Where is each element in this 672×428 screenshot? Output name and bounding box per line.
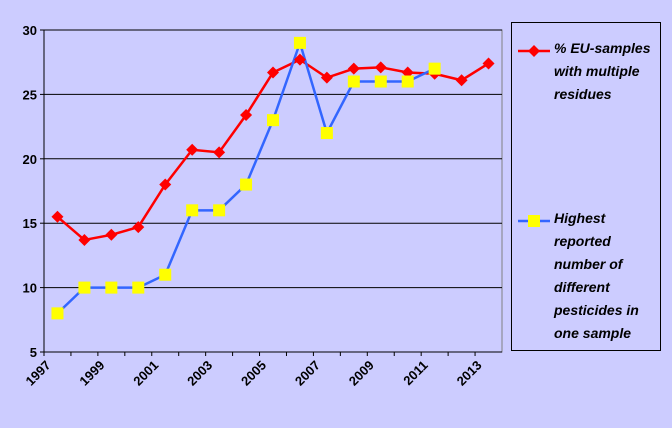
marker xyxy=(132,221,145,234)
marker xyxy=(267,66,279,79)
marker xyxy=(428,62,441,75)
marker xyxy=(78,233,91,246)
legend-swatch xyxy=(518,45,550,57)
marker xyxy=(401,66,414,79)
x-tick-label: 2005 xyxy=(238,358,269,389)
y-tick-label: 10 xyxy=(23,281,37,296)
x-tick-label: 2009 xyxy=(346,358,377,389)
marker xyxy=(374,75,387,88)
marker xyxy=(482,57,495,70)
y-tick-label: 15 xyxy=(23,216,37,231)
marker xyxy=(240,109,253,122)
marker xyxy=(132,281,145,294)
x-tick-label: 2013 xyxy=(454,358,485,389)
x-tick-label: 1997 xyxy=(23,358,54,389)
marker xyxy=(401,75,414,88)
legend-marker xyxy=(528,45,540,57)
x-tick-label: 2011 xyxy=(400,358,431,389)
marker xyxy=(347,62,360,75)
plot-area xyxy=(43,29,503,353)
marker xyxy=(267,114,279,127)
y-tick-label: 5 xyxy=(30,345,37,360)
y-tick-label: 20 xyxy=(23,152,37,167)
legend-swatch xyxy=(518,215,550,227)
marker xyxy=(159,178,172,191)
x-tick-label: 2007 xyxy=(292,358,323,389)
marker xyxy=(213,204,226,217)
marker xyxy=(186,204,199,217)
y-tick-label: 25 xyxy=(23,87,37,102)
legend-marker xyxy=(528,215,540,227)
marker xyxy=(347,75,360,88)
x-tick-label: 1999 xyxy=(76,358,107,389)
marker xyxy=(320,127,333,140)
x-tick-label: 2003 xyxy=(184,358,215,389)
marker xyxy=(105,281,118,294)
legend-label: % EU-samples with multiple residues xyxy=(554,40,651,102)
legend: % EU-samples with multiple residues Highe… xyxy=(511,22,661,351)
marker xyxy=(78,281,91,294)
marker xyxy=(455,74,468,87)
marker xyxy=(240,178,253,191)
marker xyxy=(159,268,172,281)
marker xyxy=(320,71,333,84)
x-tick-label: 2001 xyxy=(130,358,161,389)
marker xyxy=(105,228,118,241)
marker xyxy=(51,210,64,223)
marker xyxy=(293,36,306,49)
marker xyxy=(186,143,199,156)
y-tick-label: 30 xyxy=(23,23,37,38)
marker xyxy=(51,307,64,320)
legend-label: Highest reported number of different pes… xyxy=(554,210,639,341)
marker xyxy=(374,61,387,74)
marker xyxy=(213,146,226,159)
marker xyxy=(293,53,306,66)
